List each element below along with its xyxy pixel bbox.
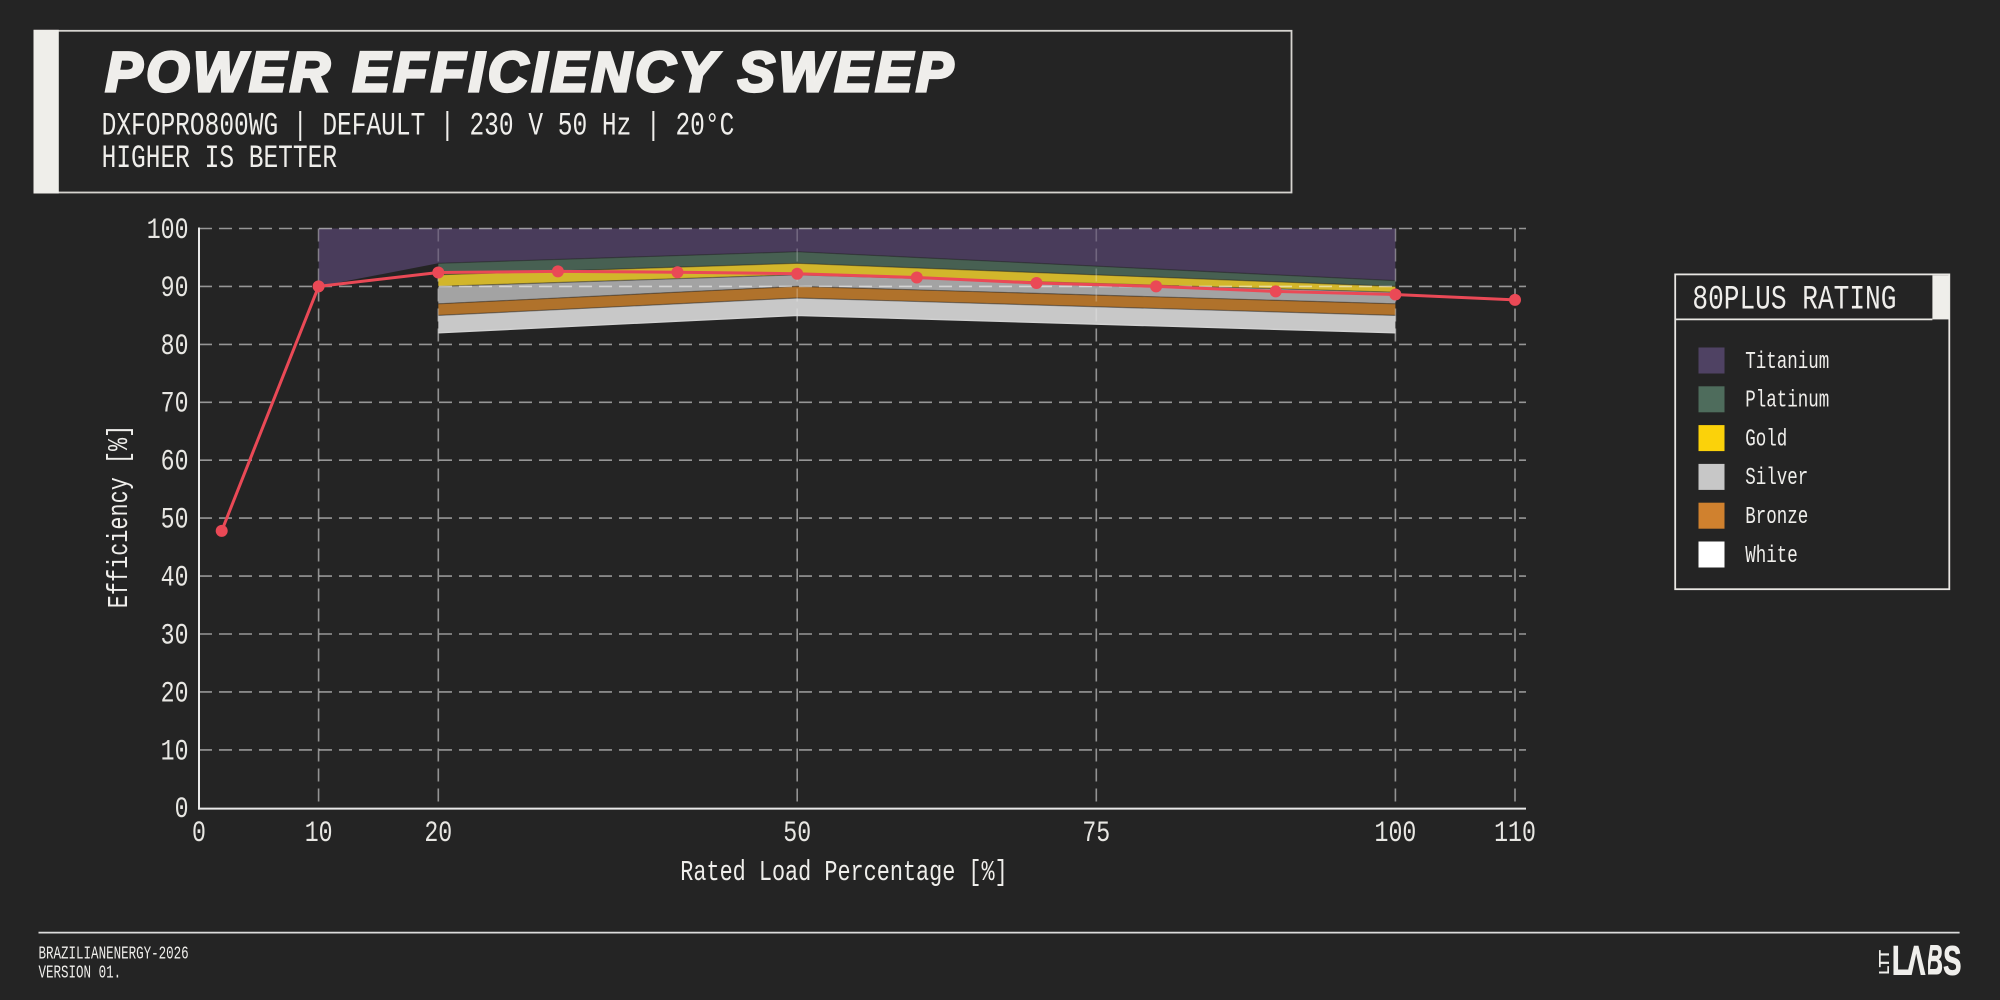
svg-text:110: 110 xyxy=(1494,818,1536,852)
svg-text:BRAZILIANENERGY-2026: BRAZILIANENERGY-2026 xyxy=(39,943,189,964)
svg-text:Platinum: Platinum xyxy=(1745,387,1829,415)
svg-text:80PLUS RATING: 80PLUS RATING xyxy=(1692,282,1896,320)
svg-text:75: 75 xyxy=(1082,818,1110,852)
svg-text:20: 20 xyxy=(161,678,189,712)
svg-text:0: 0 xyxy=(192,818,206,852)
svg-text:40: 40 xyxy=(161,562,189,596)
svg-text:L: L xyxy=(1892,939,1909,984)
svg-text:50: 50 xyxy=(783,818,811,852)
svg-text:Silver: Silver xyxy=(1745,465,1808,493)
svg-text:POWER EFFICIENCY SWEEP: POWER EFFICIENCY SWEEP xyxy=(106,41,957,103)
svg-text:0: 0 xyxy=(175,794,189,828)
svg-text:HIGHER IS BETTER: HIGHER IS BETTER xyxy=(102,140,337,177)
svg-text:Efficiency [%]: Efficiency [%] xyxy=(103,425,136,608)
svg-text:90: 90 xyxy=(161,272,189,306)
svg-text:50: 50 xyxy=(161,504,189,538)
svg-text:100: 100 xyxy=(147,214,189,248)
svg-text:100: 100 xyxy=(1375,818,1417,852)
svg-text:LTT: LTT xyxy=(1877,950,1893,975)
svg-text:DXFOPRO800WG | DEFAULT | 230 V: DXFOPRO800WG | DEFAULT | 230 V 50 Hz | 2… xyxy=(102,107,735,144)
svg-text:80: 80 xyxy=(161,330,189,364)
svg-text:10: 10 xyxy=(305,818,333,852)
svg-text:Rated Load Percentage [%]: Rated Load Percentage [%] xyxy=(680,856,1007,889)
svg-text:30: 30 xyxy=(161,620,189,654)
svg-text:Gold: Gold xyxy=(1745,426,1787,454)
svg-text:60: 60 xyxy=(161,446,189,480)
svg-text:Bronze: Bronze xyxy=(1745,504,1808,532)
svg-text:White: White xyxy=(1745,542,1797,570)
svg-text:Titanium: Titanium xyxy=(1745,348,1829,376)
svg-text:10: 10 xyxy=(161,736,189,770)
svg-text:VERSION 01.: VERSION 01. xyxy=(39,962,122,983)
svg-text:70: 70 xyxy=(161,388,189,422)
svg-text:20: 20 xyxy=(424,818,452,852)
svg-text:Λ: Λ xyxy=(1907,939,1925,984)
svg-text:S: S xyxy=(1943,939,1961,984)
